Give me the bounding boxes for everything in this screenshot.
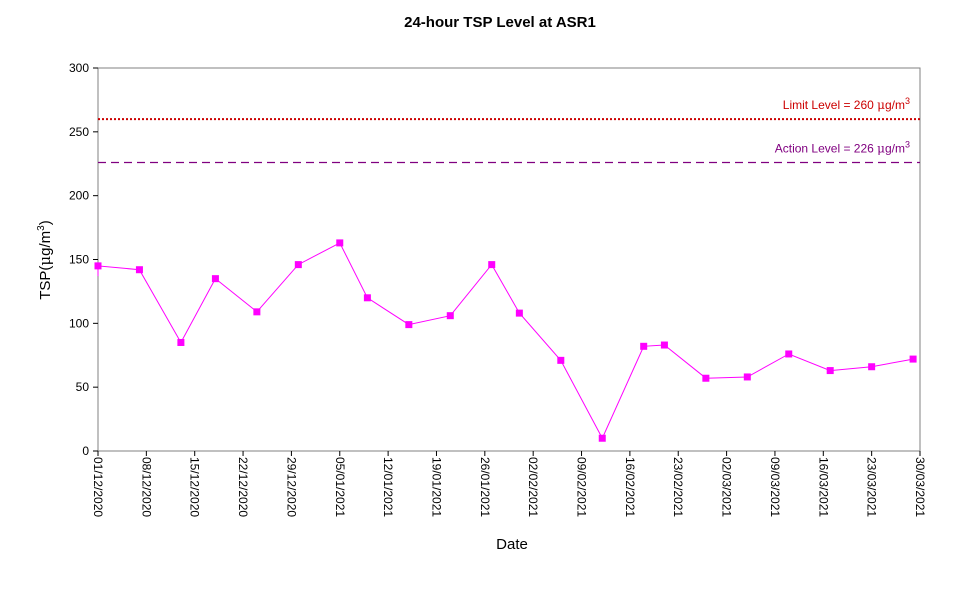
y-tick-label: 300 (69, 61, 89, 75)
data-point (211, 275, 219, 283)
reference-line-label-unit: g/m (885, 141, 905, 155)
data-point (363, 294, 371, 302)
data-point (446, 312, 454, 320)
y-axis-title: TSP(μg/m3) (36, 220, 54, 300)
y-axis-title-unit: g/m (37, 231, 54, 256)
chart-title: 24-hour TSP Level at ASR1 (404, 14, 596, 31)
x-tick-label: 22/12/2020 (236, 457, 250, 517)
data-point (640, 342, 648, 350)
x-tick-label: 05/01/2021 (333, 457, 347, 517)
data-point (909, 355, 917, 363)
data-point (868, 363, 876, 371)
data-point (405, 321, 413, 329)
y-tick-label: 200 (69, 189, 89, 203)
x-tick-label: 16/02/2021 (623, 457, 637, 517)
x-tick-label: 09/02/2021 (575, 457, 589, 517)
reference-line-label-text: Action Level = 226 (775, 141, 877, 155)
x-tick-label: 16/03/2021 (816, 457, 830, 517)
reference-line-label: Action Level = 226 μg/m3 (775, 139, 910, 155)
reference-line-label-text: Limit Level = 260 (783, 98, 877, 112)
x-axis: 01/12/2020 08/12/2020 15/12/2020 22/12/2020… (91, 451, 927, 517)
data-point (743, 373, 751, 381)
data-point (488, 261, 496, 269)
data-point (660, 341, 668, 349)
x-tick-label: 02/02/2021 (526, 457, 540, 517)
x-tick-label: 01/12/2020 (91, 457, 105, 517)
series-layer (94, 239, 917, 442)
data-point (702, 374, 710, 382)
reference-line-label-unit: g/m (885, 98, 905, 112)
reference-line-label-mu: μ (877, 141, 885, 155)
reference-line-label-sup: 3 (905, 139, 910, 149)
x-tick-label: 09/03/2021 (768, 457, 782, 517)
x-tick-label: 23/02/2021 (671, 457, 685, 517)
x-tick-label: 15/12/2020 (188, 457, 202, 517)
x-tick-label: 26/01/2021 (478, 457, 492, 517)
y-axis-title-mu: μ (36, 256, 54, 266)
y-axis: 0 50 100 150 200 250 300 (69, 61, 98, 458)
y-axis-title-sup: 3 (36, 225, 47, 231)
y-tick-label: 50 (76, 380, 90, 394)
reference-line-label-sup: 3 (905, 96, 910, 106)
x-tick-label: 23/03/2021 (865, 457, 879, 517)
data-point (515, 309, 523, 317)
data-point (826, 367, 834, 375)
x-axis-title: Date (496, 536, 528, 553)
y-axis-title-main: TSP( (37, 266, 54, 300)
data-point (598, 434, 606, 442)
data-point (253, 308, 261, 316)
y-tick-label: 100 (69, 316, 89, 330)
plot-area (97, 67, 921, 452)
y-tick-label: 250 (69, 125, 89, 139)
data-point (336, 239, 344, 247)
x-tick-label: 30/03/2021 (913, 457, 927, 517)
data-point (785, 350, 793, 358)
x-tick-label: 29/12/2020 (284, 457, 298, 517)
y-tick-label: 0 (82, 444, 89, 458)
data-point (557, 356, 565, 364)
y-tick-label: 150 (69, 253, 89, 267)
data-point (135, 266, 143, 274)
data-point (177, 338, 185, 346)
data-point (294, 261, 302, 269)
data-point (94, 262, 102, 270)
x-tick-label: 08/12/2020 (139, 457, 153, 517)
reference-line-label: Limit Level = 260 μg/m3 (783, 96, 910, 112)
reference-line-label-mu: μ (877, 98, 885, 112)
x-tick-label: 19/01/2021 (429, 457, 443, 517)
y-axis-title-close: ) (37, 220, 54, 225)
x-tick-label: 02/03/2021 (720, 457, 734, 517)
x-tick-label: 12/01/2021 (381, 457, 395, 517)
